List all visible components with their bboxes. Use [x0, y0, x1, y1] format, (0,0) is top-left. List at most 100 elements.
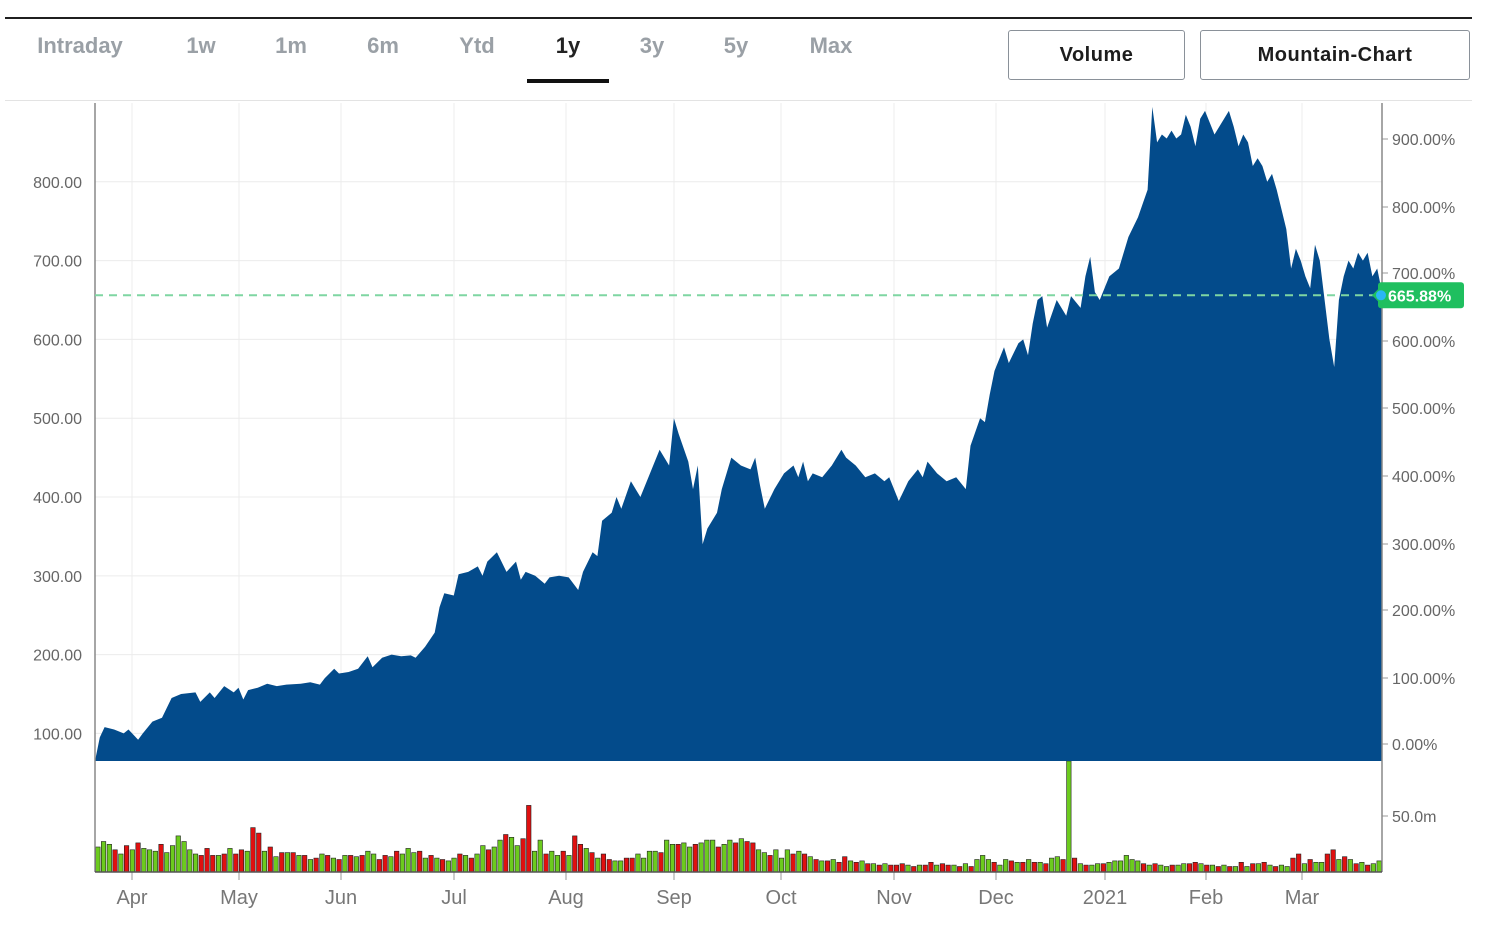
volume-bar — [641, 857, 647, 873]
tab-1y[interactable]: 1y — [555, 33, 581, 58]
volume-bar — [290, 852, 296, 873]
volume-bar — [1100, 863, 1106, 873]
volume-bar — [1049, 857, 1055, 873]
volume-bar — [284, 852, 291, 873]
chart-axes — [94, 103, 1388, 880]
volume-bar — [773, 849, 779, 873]
volume-bar — [1359, 861, 1365, 873]
volume-bar — [129, 849, 135, 873]
volume-bar — [934, 864, 940, 873]
volume-bar — [147, 849, 153, 873]
volume-bar — [1376, 860, 1382, 873]
price-area — [95, 106, 1382, 761]
volume-bar — [405, 848, 411, 873]
volume-bar — [899, 863, 905, 873]
month-label: Mar — [1285, 887, 1320, 909]
volume-bar — [876, 864, 882, 873]
volume-bar — [170, 845, 176, 873]
volume-bar — [1008, 860, 1014, 873]
volume-bar — [784, 849, 790, 873]
tab-1w[interactable]: 1w — [186, 33, 216, 58]
volume-bar — [135, 842, 141, 873]
volume-bar — [939, 863, 946, 873]
volume-bar — [750, 842, 756, 873]
volume-bar — [813, 859, 819, 873]
volume-bar — [652, 850, 658, 873]
volume-bar — [554, 855, 561, 873]
volume-bar — [612, 860, 618, 873]
volume-bar — [1347, 859, 1353, 873]
volume-bar — [261, 850, 268, 873]
volume-bar — [629, 857, 635, 873]
tab-ytd[interactable]: Ytd — [459, 33, 495, 58]
volume-bar — [508, 836, 515, 873]
volume-bar — [457, 853, 463, 873]
volume-bar — [1227, 866, 1233, 873]
tab-6m[interactable]: 6m — [367, 33, 399, 58]
volume-bars — [95, 760, 1382, 873]
volume-bar — [158, 843, 164, 873]
volume-bar — [227, 848, 233, 873]
volume-bar — [353, 856, 359, 873]
active-tab-indicator — [527, 79, 609, 83]
tab-5y[interactable]: 5y — [723, 33, 749, 58]
volume-bar — [738, 838, 744, 873]
volume-bar — [1301, 863, 1307, 873]
volume-bar — [491, 846, 497, 873]
volume-bar — [118, 853, 124, 873]
volume-button[interactable]: Volume — [1008, 30, 1185, 80]
volume-bar — [1324, 853, 1330, 873]
volume-bar — [1026, 859, 1032, 873]
volume-bar — [1112, 860, 1118, 873]
tab-3y[interactable]: 3y — [639, 33, 665, 58]
volume-bar — [646, 850, 653, 873]
mountain-chart-button[interactable]: Mountain-Chart — [1200, 30, 1470, 80]
volume-bar — [106, 843, 112, 873]
volume-bar — [210, 855, 216, 873]
volume-bar — [336, 859, 342, 873]
volume-bar — [767, 855, 773, 873]
volume-bar — [928, 861, 934, 873]
volume-bar — [681, 842, 687, 873]
volume-bar — [1175, 864, 1181, 873]
volume-bar — [957, 866, 963, 873]
tab-1m[interactable]: 1m — [275, 33, 307, 58]
volume-bar — [1129, 859, 1135, 873]
volume-bar — [1187, 863, 1193, 873]
volume-bar — [1152, 863, 1158, 873]
volume-bar — [238, 849, 244, 873]
volume-bar — [560, 850, 566, 873]
volume-bar — [1342, 856, 1348, 873]
month-label: May — [220, 887, 258, 909]
volume-bar — [870, 863, 877, 873]
month-label: Sep — [656, 887, 692, 909]
volume-bar — [710, 839, 716, 873]
volume-bar — [187, 849, 193, 873]
volume-bar — [273, 856, 279, 873]
volume-bar — [618, 860, 624, 873]
current-value-label: 665.88% — [1388, 288, 1451, 305]
right-tick-label: 500.00% — [1392, 401, 1455, 418]
volume-bar — [233, 853, 239, 873]
volume-bar — [583, 848, 589, 873]
volume-bar — [1221, 864, 1227, 873]
volume-bar — [141, 848, 147, 873]
volume-bar — [824, 860, 831, 873]
volume-bar — [1261, 861, 1267, 873]
volume-bar — [348, 855, 354, 873]
volume-bar — [1072, 857, 1078, 873]
volume-bar — [462, 855, 469, 873]
volume-bar — [882, 863, 888, 873]
volume-bar — [606, 859, 612, 873]
volume-bar — [1319, 861, 1325, 873]
volume-bar — [1330, 849, 1336, 873]
tab-max[interactable]: Max — [809, 33, 853, 58]
volume-bar — [371, 853, 377, 873]
tab-intraday[interactable]: Intraday — [37, 33, 123, 58]
volume-bar — [623, 857, 630, 873]
volume-bar — [698, 842, 704, 873]
volume-bar — [439, 859, 446, 873]
volume-bar — [778, 857, 785, 873]
volume-bar — [1353, 863, 1359, 873]
